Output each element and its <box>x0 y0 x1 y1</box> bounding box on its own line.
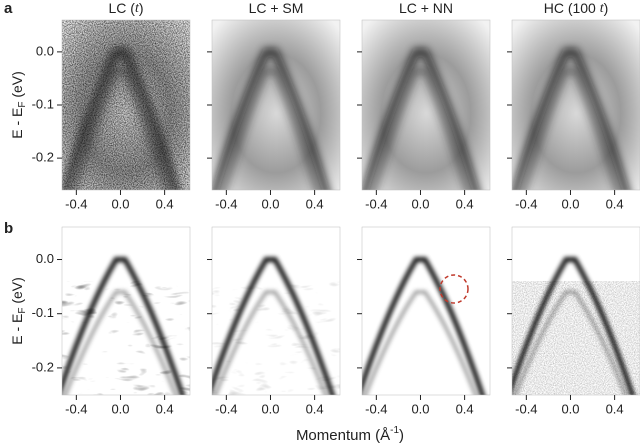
band <box>362 48 480 190</box>
image-bg <box>362 227 490 395</box>
x-tick-label: 0.0 <box>561 401 579 416</box>
x-tick-label: 0.4 <box>456 196 474 211</box>
panel-title-part: LC ( <box>108 0 135 16</box>
y-axis-label: E - EF (eV) <box>9 277 28 345</box>
x-tick-label: 0.0 <box>261 196 279 211</box>
panel-title-part: ) <box>604 0 609 16</box>
x-label-sup: -1 <box>390 425 399 436</box>
panel-title-part: HC (100 <box>544 0 600 16</box>
x-tick-label: -0.4 <box>365 196 387 211</box>
x-tick-label: 0.4 <box>606 196 624 211</box>
highlight-circle <box>439 274 469 304</box>
panel-title-part: t <box>135 1 140 16</box>
band <box>512 257 636 395</box>
y-label-part: E - E <box>9 108 25 139</box>
x-label-text: ) <box>399 427 404 444</box>
y-tick-label: -0.2 <box>32 150 54 165</box>
y-label-part: (eV) <box>9 71 25 101</box>
y-tick-label: -0.2 <box>32 359 54 374</box>
x-axis-label: Momentum (Å-1) <box>296 425 404 444</box>
y-axis-label: E - EF (eV) <box>9 71 28 139</box>
band <box>521 67 620 190</box>
panel-title: LC + SM <box>249 0 304 16</box>
x-tick-label: 0.0 <box>411 401 429 416</box>
x-tick-label: -0.4 <box>65 401 87 416</box>
band <box>221 67 320 190</box>
x-tick-label: 0.4 <box>456 401 474 416</box>
arpes-image <box>62 20 190 190</box>
x-tick-label: 0.4 <box>306 401 324 416</box>
x-tick-label: -0.4 <box>365 401 387 416</box>
y-label-part: F <box>17 308 28 314</box>
band <box>371 67 470 190</box>
arpes-image <box>62 227 190 395</box>
band <box>362 257 486 395</box>
frame <box>511 226 640 396</box>
x-tick-label: 0.0 <box>111 401 129 416</box>
band <box>63 290 178 395</box>
x-tick-label: 0.4 <box>156 196 174 211</box>
panel-title-part: LC + SM <box>249 0 304 16</box>
x-tick-label: 0.4 <box>306 196 324 211</box>
frame <box>211 226 341 396</box>
x-tick-label: -0.4 <box>65 196 87 211</box>
y-label-part: E - E <box>9 314 25 345</box>
y-tick-label: 0.0 <box>36 43 54 58</box>
x-tick-label: 0.0 <box>561 196 579 211</box>
y-tick-label: -0.1 <box>32 305 54 320</box>
x-tick-label: 0.4 <box>606 401 624 416</box>
arpes-image <box>212 227 340 395</box>
panel-title-part: t <box>600 1 605 16</box>
frame <box>361 226 491 396</box>
x-tick-label: -0.4 <box>515 196 537 211</box>
band <box>62 48 180 190</box>
band <box>213 290 328 395</box>
panel-title: LC + NN <box>399 0 453 16</box>
arpes-image <box>512 20 640 190</box>
band <box>212 48 330 190</box>
band <box>62 257 186 395</box>
x-label-text: Momentum (Å <box>296 427 390 444</box>
x-tick-label: 0.0 <box>111 196 129 211</box>
band <box>363 290 478 395</box>
x-tick-label: -0.4 <box>215 401 237 416</box>
panel-title: LC (t) <box>108 0 143 16</box>
x-tick-label: 0.0 <box>261 401 279 416</box>
band <box>513 290 628 395</box>
arpes-image <box>362 227 490 395</box>
row-label: b <box>4 220 13 237</box>
band <box>512 48 630 190</box>
arpes-image <box>212 20 340 190</box>
band <box>212 257 336 395</box>
y-label-part: F <box>17 102 28 108</box>
row-label: a <box>4 0 13 17</box>
y-tick-label: -0.1 <box>32 96 54 111</box>
band <box>71 67 170 190</box>
panel-title-part: LC + NN <box>399 0 453 16</box>
panel-title: HC (100 t) <box>544 0 609 16</box>
arpes-image <box>362 20 490 190</box>
frame <box>61 226 191 396</box>
y-label-part: (eV) <box>9 277 25 307</box>
x-tick-label: -0.4 <box>515 401 537 416</box>
arpes-image <box>512 227 640 395</box>
x-tick-label: 0.0 <box>411 196 429 211</box>
panel-title-part: ) <box>139 0 144 16</box>
x-tick-label: 0.4 <box>156 401 174 416</box>
x-tick-label: -0.4 <box>215 196 237 211</box>
y-tick-label: 0.0 <box>36 251 54 266</box>
